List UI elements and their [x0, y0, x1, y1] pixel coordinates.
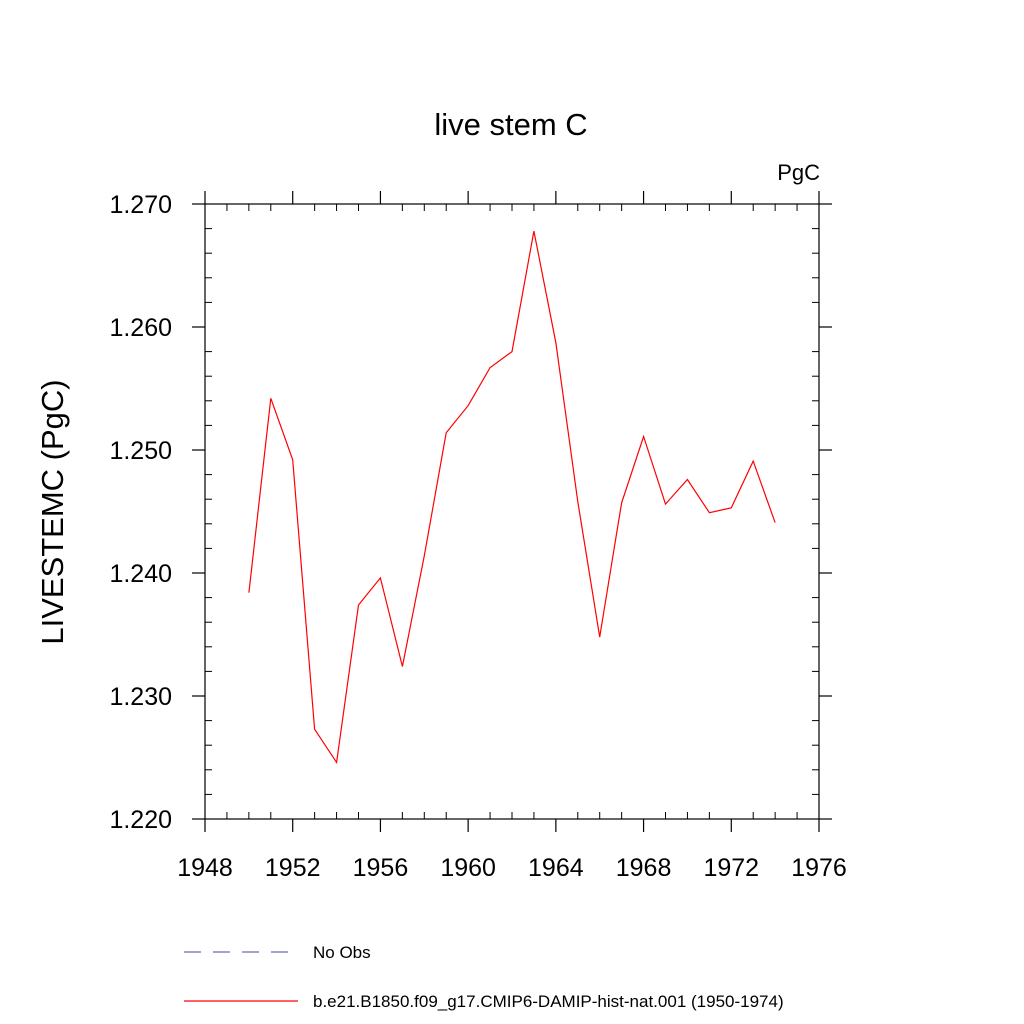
y-tick-label: 1.240 — [109, 560, 172, 588]
axis-tick-labels: 1948 1952 1956 1960 1964 1968 1972 1976 1.220 1.2… — [109, 191, 846, 882]
x-tick-label: 1948 — [177, 854, 233, 882]
x-tick-label: 1976 — [791, 854, 847, 882]
x-tick-label: 1964 — [528, 854, 584, 882]
legend-label: b.e21.B1850.f09_g17.CMIP6-DAMIP-hist-nat… — [313, 992, 784, 1011]
y-tick-label: 1.220 — [109, 806, 172, 834]
x-tick-label: 1972 — [703, 854, 759, 882]
series-line — [248, 230, 776, 765]
axis-ticks — [192, 191, 832, 832]
series-layer — [248, 230, 776, 765]
x-tick-label: 1952 — [265, 854, 321, 882]
y-tick-label: 1.250 — [109, 437, 172, 465]
y-axis-label: LIVESTEMC (PgC) — [35, 379, 70, 644]
units-label: PgC — [777, 160, 820, 185]
legend: No Obs b.e21.B1850.f09_g17.CMIP6-DAMIP-hi… — [184, 943, 784, 1011]
x-tick-label: 1968 — [616, 854, 672, 882]
legend-label: No Obs — [313, 943, 371, 962]
x-tick-label: 1960 — [440, 854, 496, 882]
y-tick-label: 1.260 — [109, 314, 172, 342]
chart-title: live stem C — [434, 107, 587, 142]
x-tick-label: 1956 — [353, 854, 409, 882]
y-tick-label: 1.230 — [109, 683, 172, 711]
y-tick-label: 1.270 — [109, 191, 172, 219]
